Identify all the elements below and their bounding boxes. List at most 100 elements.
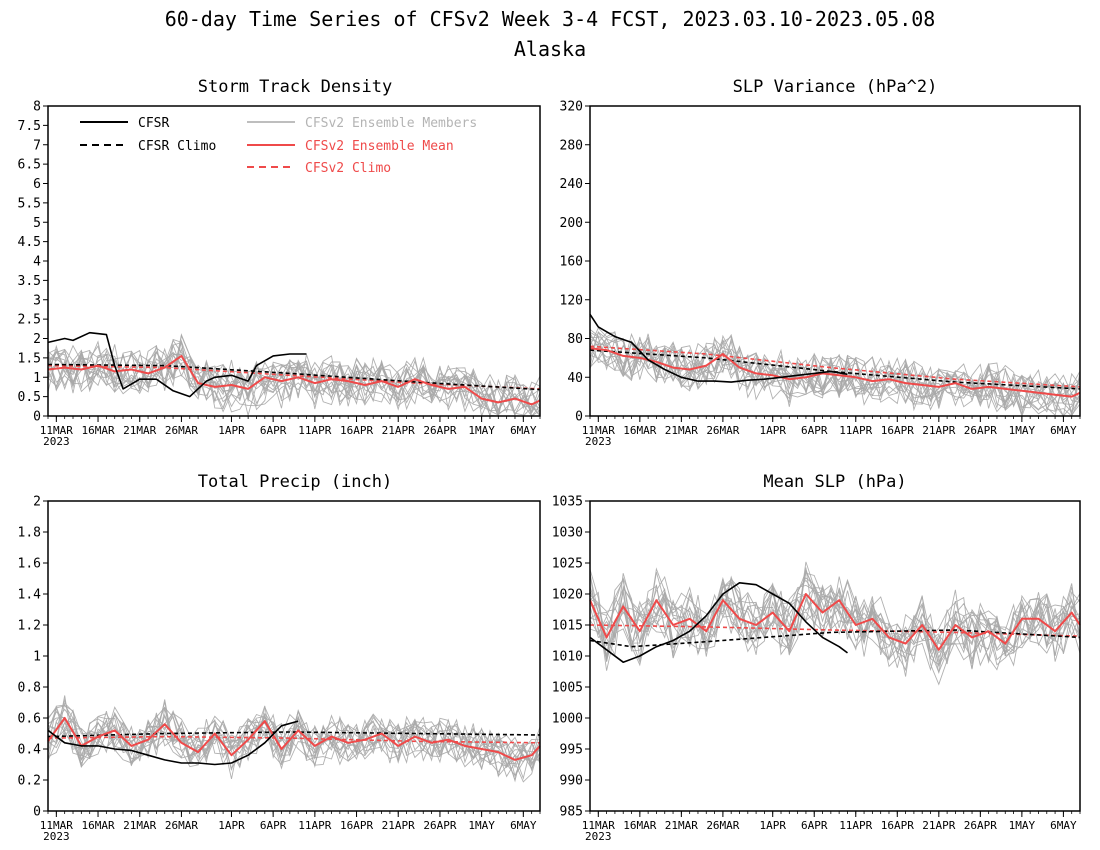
y-tick-label: 2.5 (18, 313, 41, 328)
legend-label-cfsr-climo: CFSR Climo (138, 139, 216, 154)
x-tick-label: 16APR (340, 819, 373, 832)
x-tick-label: 16APR (881, 819, 914, 832)
ensemble-member-line (589, 584, 1081, 677)
x-tick-label: 6MAY (1050, 424, 1077, 437)
panel-mean-slp: Mean SLP (hPa) 985 990 995 1000 1005 1010 1015… (552, 472, 1081, 843)
x-tick-label: 6MAY (510, 424, 537, 437)
legend-label-cfsv2-climo: CFSv2 Climo (305, 161, 391, 176)
x-year-label: 2023 (585, 830, 612, 843)
series-line-cfsr (589, 581, 848, 664)
x-tick-label: 16MAR (623, 424, 656, 437)
x-tick-label: 26MAR (165, 424, 198, 437)
ensemble-member-line (47, 345, 541, 417)
y-tick-label: 5.5 (18, 196, 41, 211)
x-tick-label: 6MAY (510, 819, 537, 832)
x-tick-label: 11MAR (40, 819, 73, 832)
ensemble-member-line (589, 336, 1081, 414)
y-tick-label: 3.5 (18, 274, 41, 289)
x-tick-label: 26APR (423, 819, 456, 832)
series-line-ens-mean (589, 347, 1081, 398)
y-tick-label: 2 (33, 495, 41, 510)
y-tick-label: 200 (560, 216, 583, 231)
ensemble-member-line (47, 709, 541, 771)
x-tick-label: 6APR (801, 424, 828, 437)
y-tick-label: 0 (575, 410, 583, 425)
plot-area-total-precip: 0 0.2 0.4 0.6 0.8 1 1.2 1.4 1.6 1.8 2 11MAR 16MAR 21M… (18, 495, 541, 843)
y-tick-label: 1010 (552, 650, 583, 665)
y-tick-label: 990 (560, 774, 583, 789)
y-tick-label: 1.4 (18, 588, 42, 603)
x-tick-label: 21MAR (123, 819, 156, 832)
y-tick-label: 40 (567, 371, 583, 386)
y-tick-label: 1025 (552, 557, 583, 572)
x-tick-label: 26MAR (165, 819, 198, 832)
plot-area-storm-track-density: 0 0.5 1 1.5 2 2.5 3 3.5 4 4.5 5 5.5 6 6.5 7 7.5 8 11MAR 16… (18, 100, 541, 448)
panel-title-total-precip: Total Precip (inch) (198, 472, 392, 492)
plot-area-slp-variance: 0 40 80 120 160 200 240 280 320 11MAR 16MAR 21MAR 26… (560, 100, 1081, 448)
series-line-cfsr-climo (47, 363, 541, 391)
ensemble-member-line (589, 583, 1081, 667)
y-tick-label: 0.2 (18, 774, 41, 789)
y-tick-label: 3 (33, 293, 41, 308)
y-tick-label: 1.8 (18, 526, 41, 541)
y-tick-label: 7 (33, 138, 41, 153)
ensemble-member-line (589, 331, 1081, 418)
x-tick-label: 26APR (423, 424, 456, 437)
x-year-label: 2023 (585, 435, 612, 448)
y-tick-label: 1000 (552, 712, 583, 727)
x-tick-label: 1APR (218, 819, 245, 832)
y-tick-label: 1.5 (18, 351, 41, 366)
x-tick-label: 1MAY (468, 424, 495, 437)
panel-slp-variance: SLP Variance (hPa^2) 0 40 80 120 160 200 240 28… (560, 77, 1081, 448)
figure-title: 60-day Time Series of CFSv2 Week 3-4 FCS… (165, 7, 936, 31)
panel-title-mean-slp: Mean SLP (hPa) (763, 472, 906, 492)
y-tick-label: 0 (33, 410, 41, 425)
series-line-cfsr (589, 313, 848, 383)
series-line-ens-mean (47, 354, 541, 406)
x-tick-label: 26MAR (706, 819, 739, 832)
x-tick-label: 1MAY (1009, 819, 1036, 832)
ensemble-member-line (47, 347, 541, 418)
y-tick-label: 4.5 (18, 235, 41, 250)
x-tick-label: 16APR (881, 424, 914, 437)
x-year-label: 2023 (43, 435, 70, 448)
ensemble-member-line (589, 330, 1081, 416)
y-tick-label: 0.8 (18, 681, 41, 696)
x-tick-label: 21APR (922, 424, 955, 437)
x-tick-label: 11MAR (582, 819, 615, 832)
x-tick-label: 26APR (964, 424, 997, 437)
x-tick-label: 21APR (382, 819, 415, 832)
x-tick-label: 1APR (759, 424, 786, 437)
y-tick-label: 160 (560, 255, 583, 270)
x-tick-label: 1MAY (1009, 424, 1036, 437)
y-tick-label: 6.5 (18, 158, 41, 173)
x-tick-label: 11MAR (582, 424, 615, 437)
y-tick-label: 1035 (552, 495, 583, 510)
x-tick-label: 21APR (922, 819, 955, 832)
series-line-ens-mean (47, 717, 541, 761)
y-tick-label: 0.5 (18, 390, 41, 405)
x-tick-label: 21MAR (123, 424, 156, 437)
y-tick-label: 4 (33, 255, 41, 270)
plot-frame (47, 500, 541, 812)
y-tick-label: 995 (560, 743, 583, 758)
y-tick-label: 1005 (552, 681, 583, 696)
y-tick-label: 1.6 (18, 557, 41, 572)
x-tick-label: 21APR (382, 424, 415, 437)
ensemble-member-line (47, 701, 541, 770)
x-year-label: 2023 (43, 830, 70, 843)
x-tick-label: 26APR (964, 819, 997, 832)
x-tick-label: 11APR (839, 819, 872, 832)
legend-label-members: CFSv2 Ensemble Members (305, 116, 477, 131)
y-tick-label: 1015 (552, 619, 583, 634)
y-tick-label: 985 (560, 805, 583, 820)
x-tick-label: 6MAY (1050, 819, 1077, 832)
ensemble-member-line (589, 332, 1081, 416)
y-tick-label: 2 (33, 332, 41, 347)
ensemble-member-line (589, 567, 1081, 672)
x-tick-label: 6APR (801, 819, 828, 832)
y-tick-label: 8 (33, 100, 41, 115)
ensemble-member-line (589, 336, 1081, 418)
y-tick-label: 1 (33, 650, 41, 665)
